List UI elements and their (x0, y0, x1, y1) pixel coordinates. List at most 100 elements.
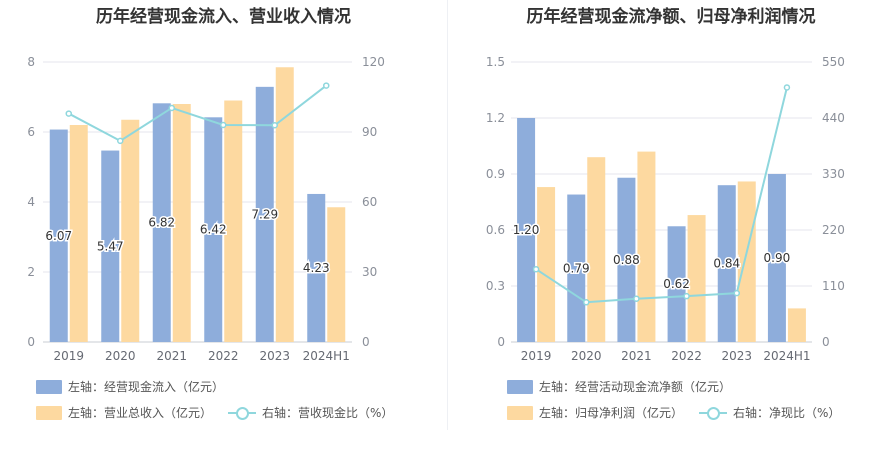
data-label: 6.42 (200, 223, 227, 237)
chart-title: 历年经营现金流入、营业收入情况 (96, 7, 351, 27)
x-tick-label: 2023 (721, 349, 752, 363)
y-right-tick-label: 0 (362, 335, 370, 349)
y-right-tick-label: 330 (822, 167, 845, 181)
y-left-tick-label: 0 (27, 335, 35, 349)
y-left-tick-label: 8 (27, 55, 35, 69)
chart-panel-cashflow-revenue: 历年经营现金流入、营业收入情况 0 2 4 6 8 0 30 60 90 120 2019 2020 2… (0, 0, 447, 430)
panel-divider (447, 0, 448, 430)
bar (101, 150, 120, 342)
y-left-tick-label: 1.5 (486, 55, 505, 69)
legend-row-2: 左轴：营业总收入（亿元） 右轴：营收现金比（%） (36, 404, 409, 421)
bar (152, 103, 171, 342)
legend-item-cash-inflow[interactable]: 左轴：经营现金流入（亿元） (36, 378, 224, 395)
line-point (633, 295, 640, 302)
bar (224, 100, 243, 342)
legend-swatch-orange (507, 405, 533, 420)
y-left-tick-label: 6 (27, 125, 35, 139)
bar (204, 117, 223, 342)
bar (49, 129, 68, 342)
bar (537, 187, 556, 342)
line-point (220, 121, 227, 129)
bar (69, 125, 88, 342)
bar (737, 181, 756, 342)
legend-row-1: 左轴：经营活动现金流净额（亿元） (507, 378, 747, 395)
bar (687, 215, 706, 342)
line-point (583, 299, 590, 306)
legend-swatch-orange (36, 405, 62, 420)
x-tick-label: 2024H1 (763, 349, 810, 363)
legend-line-marker-icon (699, 406, 728, 420)
y-right-tick-label: 90 (362, 125, 377, 139)
legend-row-2: 左轴：归母净利润（亿元） 右轴：净现比（%） (507, 404, 856, 421)
line-point (168, 104, 175, 112)
bar (327, 207, 346, 342)
legend-item-net-cash[interactable]: 左轴：经营活动现金流净额（亿元） (507, 378, 731, 395)
data-label: 7.29 (251, 207, 278, 221)
bar (667, 226, 686, 342)
bar (517, 118, 536, 342)
ratio-line (68, 84, 327, 143)
legend-label: 右轴：净现比（%） (733, 406, 841, 420)
y-left-tick-label: 0 (497, 335, 505, 349)
data-label: 1.20 (513, 223, 540, 237)
ratio-line (535, 87, 788, 304)
line-point (683, 292, 690, 300)
x-tick-label: 2023 (259, 349, 290, 363)
y-left-tick-label: 4 (27, 195, 35, 209)
bar (617, 177, 636, 342)
legend-swatch-blue (36, 379, 62, 394)
bar (717, 185, 736, 342)
line-point (323, 82, 330, 89)
x-tick-label: 2021 (621, 349, 652, 363)
legend-row-1: 左轴：经营现金流入（亿元） (36, 378, 240, 395)
bar (587, 157, 606, 342)
chart-title: 历年经营现金流净额、归母净利润情况 (526, 7, 816, 27)
bar (275, 67, 294, 342)
data-label: 6.82 (148, 216, 175, 230)
x-tick-label: 2022 (671, 349, 702, 363)
data-label: 0.79 (563, 261, 590, 275)
line-point (733, 289, 740, 297)
x-tick-label: 2019 (521, 349, 552, 363)
line-point (65, 110, 72, 117)
bar (637, 151, 656, 342)
bar (307, 193, 326, 342)
line-point (271, 121, 278, 129)
y-right-tick-label: 120 (362, 55, 385, 69)
data-label: 0.88 (613, 253, 640, 267)
y-left-tick-label: 0.9 (486, 167, 505, 181)
x-tick-label: 2021 (156, 349, 187, 363)
bar (567, 194, 586, 342)
x-tick-label: 2020 (105, 349, 136, 363)
y-right-tick-label: 440 (822, 111, 845, 125)
legend-label: 左轴：营业总收入（亿元） (68, 406, 213, 420)
legend-item-net-profit[interactable]: 左轴：归母净利润（亿元） (507, 404, 683, 421)
bar (787, 308, 806, 342)
y-right-tick-label: 60 (362, 195, 377, 209)
y-left-tick-label: 0.3 (486, 279, 505, 293)
x-tick-label: 2020 (571, 349, 602, 363)
y-left-tick-label: 0.6 (486, 223, 505, 237)
legend-label: 左轴：经营现金流入（亿元） (68, 380, 225, 394)
data-label: 6.07 (45, 229, 72, 243)
y-right-tick-label: 220 (822, 223, 845, 237)
chart-plot-netcash-profit: 0 0.3 0.6 0.9 1.2 1.5 0 110 220 330 440 550 2019 2020… (486, 55, 845, 363)
legend-swatch-blue (507, 379, 533, 394)
legend-label: 右轴：营收现金比（%） (262, 406, 394, 420)
legend-item-net-cash-ratio[interactable]: 右轴：净现比（%） (699, 404, 840, 421)
legend-label: 左轴：归母净利润（亿元） (539, 406, 684, 420)
legend-item-revenue[interactable]: 左轴：营业总收入（亿元） (36, 404, 212, 421)
legend-item-cash-ratio[interactable]: 右轴：营收现金比（%） (228, 404, 393, 421)
chart-panel-netcash-profit: 历年经营现金流净额、归母净利润情况 0 0.3 0.6 0.9 1.2 1.5 0 110 22… (449, 0, 893, 430)
data-label: 0.84 (713, 257, 740, 271)
y-right-tick-label: 30 (362, 265, 377, 279)
y-right-tick-label: 0 (822, 335, 830, 349)
line-point (532, 265, 540, 273)
chart-plot-cashflow-revenue: 0 2 4 6 8 0 30 60 90 120 2019 2020 2021 2022 2023 2024H… (27, 55, 385, 363)
line-point (117, 137, 124, 145)
bar (767, 174, 786, 342)
bar (172, 104, 191, 342)
y-left-tick-label: 1.2 (486, 111, 505, 125)
y-right-tick-label: 110 (822, 279, 845, 293)
